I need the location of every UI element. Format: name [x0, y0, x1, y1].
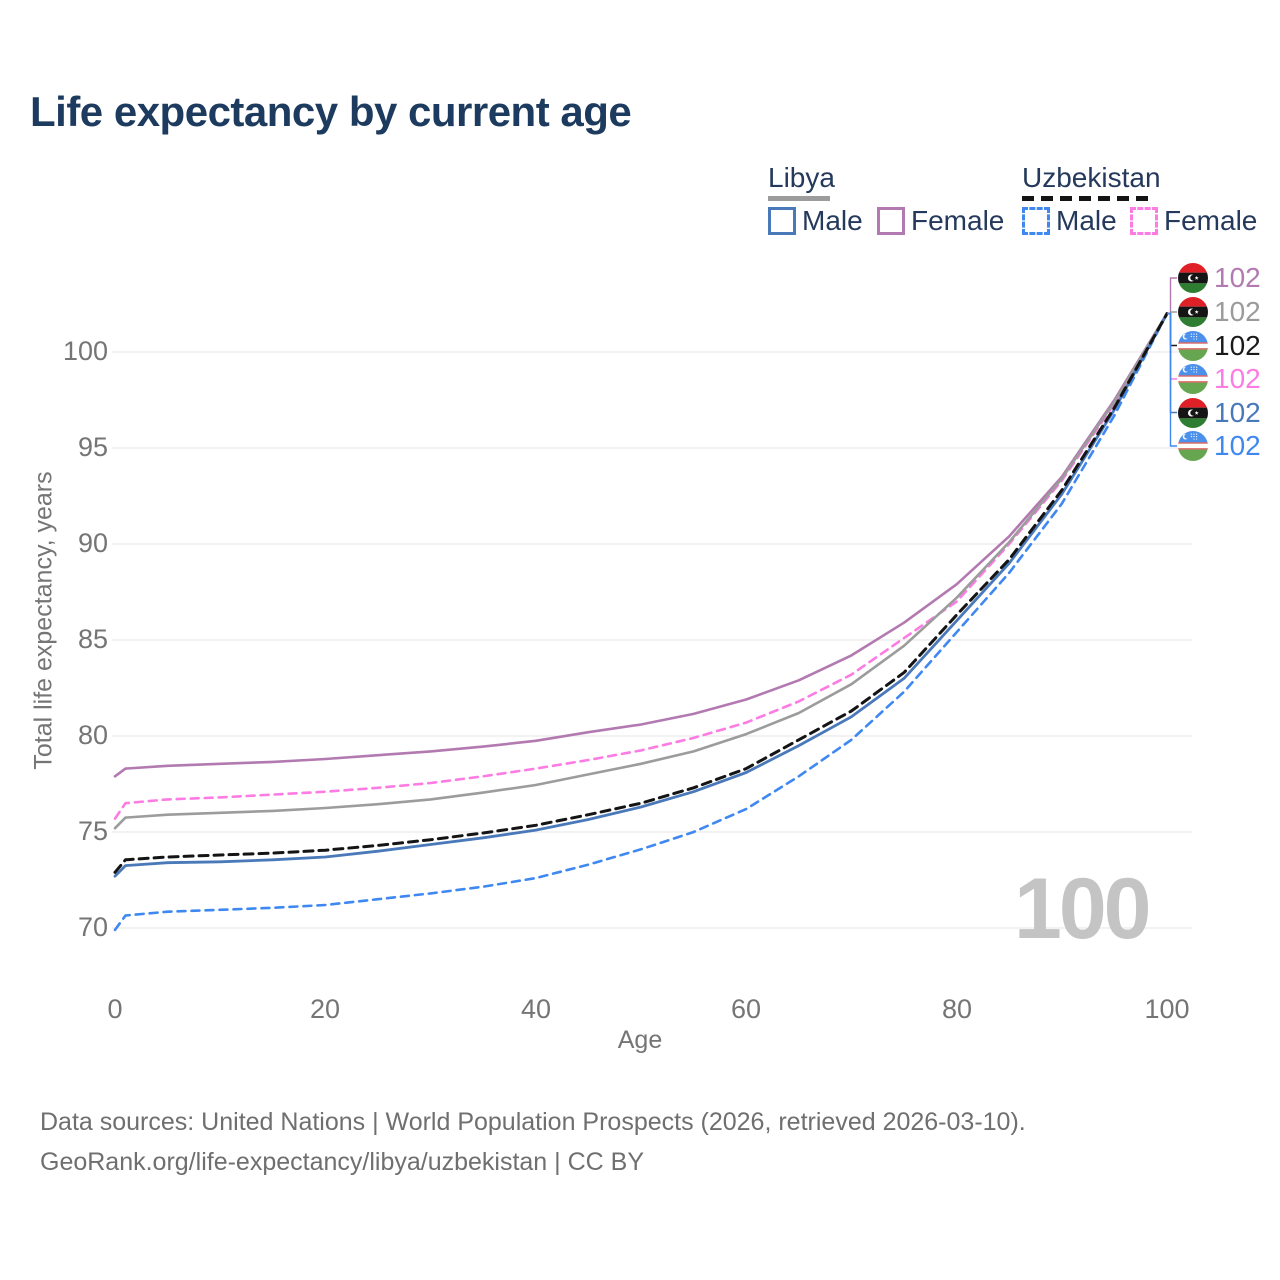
x-tick-40: 40 — [520, 994, 552, 1024]
x-tick-80: 80 — [941, 994, 973, 1024]
leader-line — [1167, 312, 1177, 347]
libya-flag-icon — [1178, 398, 1208, 428]
x-tick-20: 20 — [309, 994, 341, 1024]
end-label-libya-male: 102 — [1178, 397, 1261, 429]
end-value: 102 — [1214, 397, 1261, 428]
end-value: 102 — [1214, 296, 1261, 327]
uzbekistan-flag-icon — [1178, 331, 1208, 361]
end-value: 102 — [1214, 330, 1261, 361]
series-line-libya-female — [113, 312, 1169, 778]
series-line-uzbekistan-female — [113, 312, 1169, 820]
gridlines — [112, 351, 1192, 929]
series-line-uzbekistan-total — [113, 312, 1169, 874]
legend-item-uzbekistan-female[interactable]: Female — [1130, 205, 1257, 237]
uzbekistan-flag-icon — [1178, 431, 1208, 461]
leader-line — [1167, 312, 1177, 414]
legend-group-uzbekistan-label: Uzbekistan — [1022, 162, 1161, 193]
end-value: 102 — [1214, 430, 1261, 461]
hover-age-watermark: 100 — [1014, 861, 1151, 957]
x-tick-60: 60 — [730, 994, 762, 1024]
legend-libya-line-swatch — [768, 196, 830, 201]
y-tick-80: 80 — [77, 720, 108, 750]
series-line-libya-total — [113, 312, 1169, 830]
page-title: Life expectancy by current age — [30, 88, 632, 135]
libya-male-swatch — [768, 207, 796, 235]
libya-flag-icon — [1178, 263, 1208, 293]
series-line-uzbekistan-male — [113, 312, 1169, 932]
uzbekistan-flag-icon — [1178, 364, 1208, 394]
series-lines — [113, 312, 1169, 932]
leader-line — [1167, 312, 1177, 380]
leader-line — [1167, 277, 1177, 315]
end-label-libya-female: 102 — [1178, 262, 1261, 294]
end-value: 102 — [1214, 262, 1261, 293]
y-tick-85: 85 — [77, 624, 108, 654]
uzbekistan-male-swatch — [1022, 207, 1050, 235]
y-tick-75: 75 — [77, 816, 108, 846]
legend-item-label: Female — [1164, 205, 1258, 236]
end-value: 102 — [1214, 363, 1261, 394]
chart-canvas — [112, 277, 1192, 932]
legend-item-uzbekistan-male[interactable]: Male — [1022, 205, 1117, 237]
uzbekistan-female-swatch — [1130, 207, 1158, 235]
x-tick-100: 100 — [1144, 994, 1190, 1024]
libya-female-swatch — [877, 207, 905, 235]
leader-lines — [1167, 277, 1177, 447]
legend-group-libya-label: Libya — [768, 162, 835, 193]
y-tick-95: 95 — [77, 432, 108, 462]
x-tick-0: 0 — [107, 994, 123, 1024]
legend-item-label: Female — [911, 205, 1005, 236]
legend-item-libya-female[interactable]: Female — [877, 205, 1004, 237]
legend-item-label: Male — [1056, 205, 1117, 236]
x-axis-title: Age — [617, 1026, 663, 1054]
y-tick-100: 100 — [62, 336, 108, 366]
legend-uzbekistan-line-swatch — [1022, 196, 1150, 201]
leader-line — [1167, 312, 1177, 447]
libya-flag-icon — [1178, 297, 1208, 327]
end-label-uzbekistan-total: 102 — [1178, 330, 1261, 362]
legend-item-label: Male — [802, 205, 863, 236]
end-label-libya-total: 102 — [1178, 296, 1261, 328]
end-label-uzbekistan-male: 102 — [1178, 430, 1261, 462]
footer-data-sources: Data sources: United Nations | World Pop… — [40, 1108, 1026, 1136]
y-axis-title: Total life expectancy, years — [29, 471, 58, 770]
end-label-uzbekistan-female: 102 — [1178, 363, 1261, 395]
legend-item-libya-male[interactable]: Male — [768, 205, 863, 237]
series-line-libya-male — [113, 312, 1169, 878]
footer-attribution: GeoRank.org/life-expectancy/libya/uzbeki… — [40, 1148, 645, 1176]
y-tick-70: 70 — [77, 912, 108, 942]
y-tick-90: 90 — [77, 528, 108, 558]
